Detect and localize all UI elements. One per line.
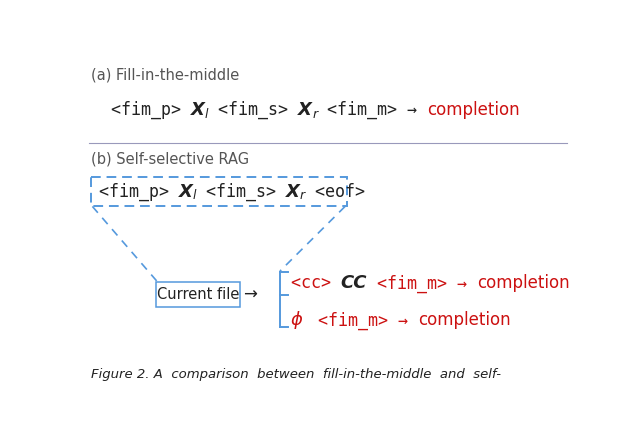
Text: (a) Fill-in-the-middle: (a) Fill-in-the-middle [91, 68, 239, 83]
Text: r: r [312, 108, 317, 121]
Text: <eof>: <eof> [305, 183, 365, 201]
Text: completion: completion [477, 274, 570, 292]
Text: Current file: Current file [157, 287, 239, 302]
Text: Figure 2. A  comparison  between  fill-in-the-middle  and  self-: Figure 2. A comparison between fill-in-t… [91, 368, 501, 381]
Text: X: X [179, 183, 193, 201]
Text: <fim_m> →: <fim_m> → [317, 101, 428, 119]
Text: completion: completion [419, 312, 511, 329]
Text: <fim_s>: <fim_s> [209, 101, 298, 119]
Text: (b) Self-selective RAG: (b) Self-selective RAG [91, 151, 249, 166]
Text: completion: completion [428, 101, 520, 119]
Text: <cc>: <cc> [291, 274, 341, 292]
Text: <fim_p>: <fim_p> [111, 101, 191, 119]
FancyBboxPatch shape [156, 282, 239, 306]
Text: <fim_m> →: <fim_m> → [367, 274, 477, 293]
Text: l: l [205, 108, 209, 121]
FancyBboxPatch shape [91, 177, 347, 206]
Text: X: X [298, 101, 312, 119]
Text: ϕ: ϕ [291, 312, 308, 329]
Text: r: r [300, 189, 305, 202]
Text: →: → [244, 285, 257, 303]
Text: <fim_s>: <fim_s> [196, 183, 286, 201]
Text: <fim_m> →: <fim_m> → [308, 311, 419, 329]
Text: X: X [191, 101, 205, 119]
Text: X: X [286, 183, 300, 201]
Text: CC: CC [341, 274, 367, 292]
Text: l: l [193, 189, 196, 202]
Text: <fim_p>: <fim_p> [99, 183, 179, 201]
